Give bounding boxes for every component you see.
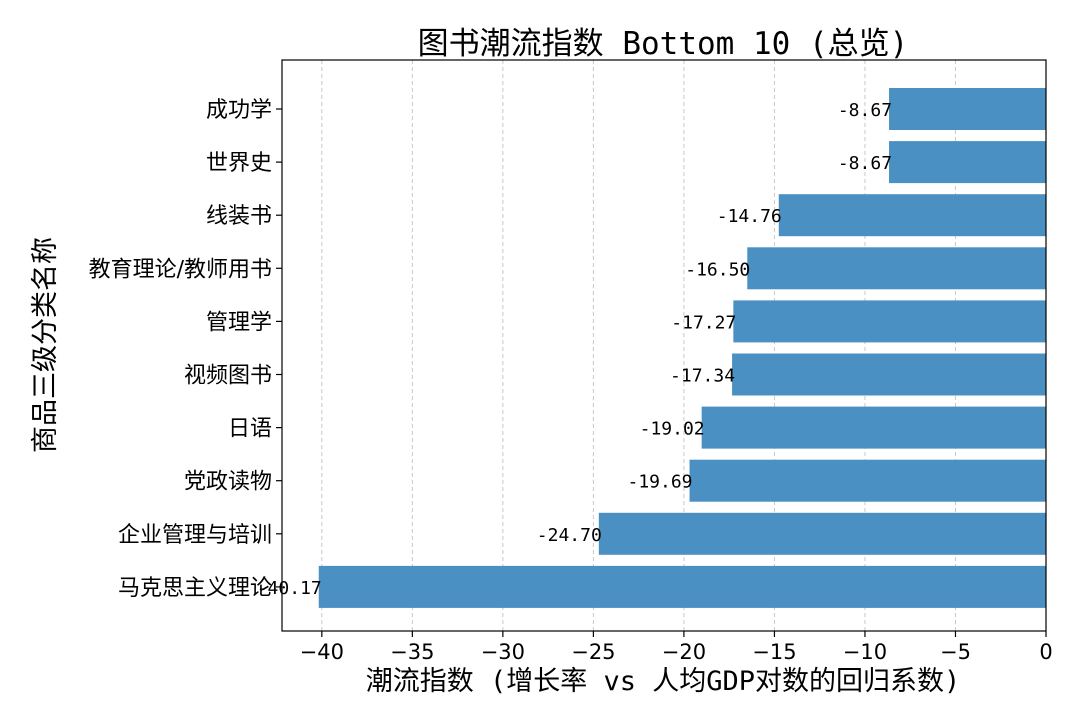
data-label: -19.69 [627, 472, 692, 493]
x-tick-label: −40 [300, 640, 344, 664]
x-axis-ticks: −40 −35 −30 −25 −20 −15 −10 −5 0 [300, 631, 1053, 664]
x-tick-label: −15 [752, 640, 796, 664]
category-label: 线装书 [206, 204, 272, 229]
data-label: -24.70 [537, 525, 602, 546]
data-label: -8.67 [838, 100, 892, 121]
bars [318, 88, 1046, 608]
x-tick-label: 0 [1039, 640, 1052, 664]
bar [701, 406, 1046, 449]
x-tick-label: −10 [843, 640, 887, 664]
y-axis-ticks: 成功学世界史线装书教育理论/教师用书管理学视频图书日语党政读物企业管理与培训马克… [89, 98, 282, 601]
data-label: -14.76 [717, 206, 782, 227]
category-label: 视频图书 [184, 364, 272, 389]
data-label: -40.17 [257, 578, 322, 599]
data-label: -17.27 [671, 312, 736, 333]
category-label: 世界史 [206, 151, 272, 176]
bar [889, 141, 1046, 184]
category-label: 日语 [228, 417, 272, 442]
bar [318, 565, 1046, 608]
data-label: -19.02 [640, 419, 705, 440]
x-tick-label: −5 [940, 640, 971, 664]
bar [732, 353, 1046, 396]
category-label: 成功学 [206, 98, 272, 123]
category-label: 管理学 [206, 310, 272, 335]
x-tick-label: −20 [662, 640, 706, 664]
bar [889, 88, 1046, 130]
bar [598, 512, 1046, 555]
data-label: -8.67 [838, 153, 892, 174]
data-labels: -8.67 -8.67 -14.76 -16.50 -17.27 -17.34 -19.02… [257, 100, 892, 599]
chart-title: 图书潮流指数 Bottom 10 (总览) [418, 26, 909, 62]
data-label: -17.34 [670, 366, 735, 387]
x-tick-label: −30 [481, 640, 525, 664]
x-axis-label: 潮流指数 (增长率 vs 人均GDP对数的回归系数) [366, 666, 961, 697]
x-tick-label: −25 [571, 640, 615, 664]
category-label: 教育理论/教师用书 [89, 257, 272, 282]
category-label: 马克思主义理论 [118, 576, 272, 601]
bar [747, 247, 1046, 290]
data-label: -16.50 [685, 259, 750, 280]
bar [689, 459, 1046, 502]
category-label: 企业管理与培训 [118, 523, 272, 548]
y-axis-label: 商品三级分类名称 [30, 237, 61, 453]
x-tick-label: −35 [390, 640, 434, 664]
plot-frame [281, 59, 1047, 632]
bar [778, 194, 1046, 237]
bar [733, 300, 1046, 343]
category-label: 党政读物 [184, 470, 272, 495]
